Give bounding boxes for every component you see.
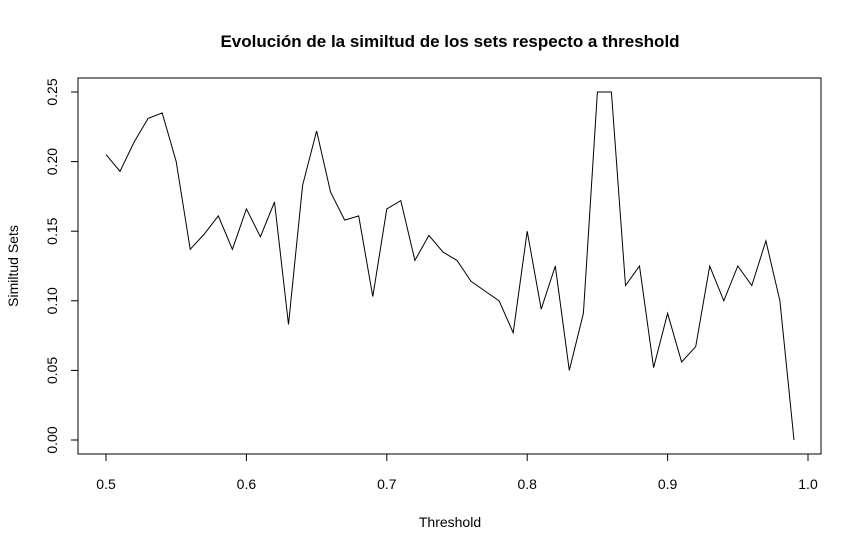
y-axis-label: Similtud Sets [5, 225, 21, 307]
y-tick-label: 0.05 [44, 357, 60, 384]
x-tick-label: 0.9 [658, 476, 678, 492]
x-tick-label: 0.8 [517, 476, 537, 492]
y-tick-label: 0.20 [44, 148, 60, 175]
x-tick-label: 0.6 [237, 476, 257, 492]
y-tick-label: 0.15 [44, 217, 60, 244]
x-tick-label: 0.5 [96, 476, 116, 492]
x-axis: 0.5 0.6 0.7 0.8 0.9 1.0 [96, 453, 818, 492]
y-tick-label: 0.00 [44, 426, 60, 453]
chart-title: Evolución de la similtud de los sets res… [220, 32, 679, 51]
y-tick-label: 0.10 [44, 287, 60, 314]
y-tick-label: 0.25 [44, 78, 60, 105]
x-axis-label: Threshold [419, 514, 481, 530]
x-tick-label: 1.0 [798, 476, 818, 492]
series-line [105, 91, 795, 441]
x-tick-label: 0.7 [377, 476, 397, 492]
y-axis: 0.00 0.05 0.10 0.15 0.20 0.25 [44, 78, 79, 454]
